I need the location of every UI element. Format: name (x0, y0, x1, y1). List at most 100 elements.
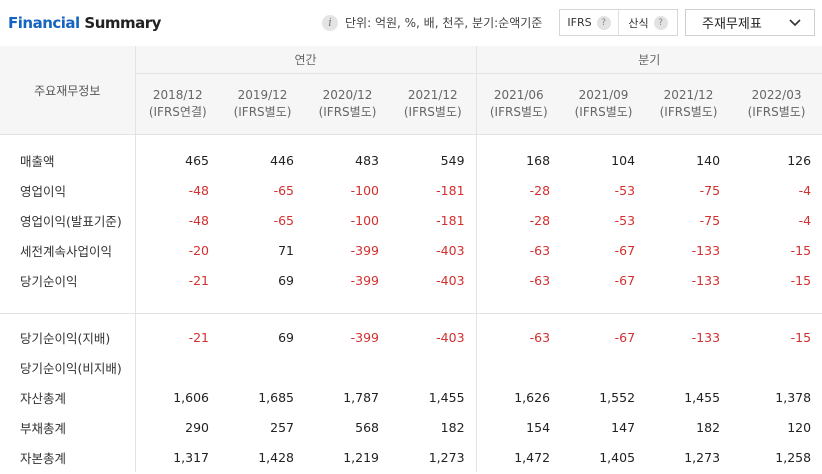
table-row: 부채총계 290 257 568 182 154 147 182 120 (0, 412, 822, 442)
table-cell: -15 (790, 242, 812, 258)
period-header: 2021/12 (IFRS별도) (646, 73, 732, 135)
table-cell (135, 352, 220, 382)
table-cell: -4 (798, 182, 812, 198)
info-icon[interactable]: i (322, 14, 338, 31)
row-header-label: 주요재무정보 (0, 46, 136, 135)
table-cell: 126 (787, 152, 812, 168)
row-label: 자산총계 (0, 382, 136, 412)
period-header: 2021/12 (IFRS별도) (390, 73, 477, 135)
table-cell: -15 (790, 329, 812, 345)
row-label: 영업이익(발표기준) (0, 205, 136, 235)
row-label: 세전계속사업이익 (0, 235, 136, 265)
period-basis: (IFRS별도) (489, 105, 548, 119)
table-cell: 1,606 (173, 389, 209, 405)
table-row: 영업이익 -48 -65 -100 -181 -28 -53 -75 -4 (0, 175, 822, 205)
table-cell (646, 352, 731, 382)
table-cell: 1,455 (684, 389, 721, 405)
table-cell: 257 (270, 419, 294, 435)
financial-summary-table: 주요재무정보 연간 분기 2018/12 (IFRS연결) 2019/12 (IFRS… (0, 46, 822, 472)
period-header: 2020/12 (IFRS별도) (305, 73, 390, 135)
table-cell: 1,472 (514, 449, 551, 465)
unit-note: i 단위: 억원, %, 배, 천주, 분기:순액기준 (322, 14, 542, 31)
help-icon[interactable]: ? (653, 15, 668, 30)
table-cell: -63 (529, 329, 551, 345)
table-cell: 1,626 (514, 389, 551, 405)
table-cell: -63 (529, 272, 551, 288)
period-date: 2020/12 (322, 88, 373, 102)
table-cell: 483 (355, 152, 379, 168)
table-cell: -133 (691, 242, 721, 258)
period-header: 2018/12 (IFRS연결) (135, 73, 220, 135)
period-basis: (IFRS별도) (403, 105, 462, 119)
table-cell: -67 (614, 242, 636, 258)
table-cell: -48 (188, 212, 209, 228)
table-cell: 182 (390, 412, 477, 442)
table-cell: 1,428 (258, 449, 294, 465)
table-row: 자산총계 1,606 1,685 1,787 1,455 1,626 1,552 1,455 1… (0, 382, 822, 412)
statement-type-select[interactable]: 주재무제표 (685, 9, 815, 36)
table-cell: 147 (611, 419, 636, 435)
table-cell: -100 (350, 212, 379, 228)
row-label: 영업이익 (0, 175, 136, 205)
table-cell: 71 (278, 242, 294, 258)
table-cell: 1,219 (343, 449, 379, 465)
section-title: Financial Summary (8, 14, 161, 32)
quarter-band: 분기 (476, 46, 822, 74)
table-cell: -133 (691, 272, 721, 288)
table-row: 자본총계 1,317 1,428 1,219 1,273 1,472 1,405 1,273 1… (0, 442, 822, 472)
period-basis: (IFRS별도) (659, 105, 718, 119)
table-cell: -75 (699, 182, 721, 198)
table-cell (731, 352, 822, 382)
statement-type-value: 주재무제표 (702, 17, 762, 32)
table-cell (390, 352, 477, 382)
period-basis: (IFRS별도) (318, 105, 377, 119)
table-cell: 140 (696, 152, 721, 168)
ifrs-label: IFRS (567, 16, 592, 29)
table-cell: -53 (614, 182, 636, 198)
help-icon[interactable]: ? (596, 15, 611, 30)
table-cell (476, 352, 561, 382)
table-cell: 1,455 (390, 382, 477, 412)
table-cell: -181 (390, 175, 477, 205)
table-cell: -399 (350, 329, 379, 345)
table-cell: 465 (185, 152, 209, 168)
table-row: 세전계속사업이익 -20 71 -399 -403 -63 -67 -133 -15 (0, 235, 822, 265)
ifrs-toggle[interactable]: IFRS ? (560, 10, 618, 35)
table-cell: 290 (185, 419, 209, 435)
period-date: 2022/03 (751, 88, 802, 102)
row-label: 부채총계 (0, 412, 136, 442)
formula-label: 산식 (628, 16, 649, 30)
table-cell: 168 (526, 152, 551, 168)
table-cell: 1,552 (599, 389, 636, 405)
group-divider (0, 295, 822, 314)
unit-text: 단위: 억원, %, 배, 천주, 분기:순액기준 (345, 16, 543, 30)
table-row: 당기순이익(지배) -21 69 -399 -403 -63 -67 -133 -15 (0, 313, 822, 352)
row-label: 매출액 (0, 134, 136, 175)
table-cell: -15 (790, 272, 812, 288)
table-cell: -100 (350, 182, 379, 198)
table-cell: 1,378 (775, 389, 812, 405)
table-cell: -53 (614, 212, 636, 228)
table-cell: 69 (278, 329, 294, 345)
row-label: 당기순이익 (0, 265, 136, 295)
table-cell: 182 (696, 419, 721, 435)
table-cell: -28 (529, 182, 551, 198)
table-cell: -75 (699, 212, 721, 228)
table-cell: 1,258 (775, 449, 812, 465)
table-cell: -133 (691, 329, 721, 345)
table-cell: -399 (350, 272, 379, 288)
table-cell: 1,317 (173, 449, 209, 465)
section-title-accent: Financial (8, 14, 80, 32)
table-cell: 154 (526, 419, 551, 435)
table-cell: 1,273 (390, 442, 477, 472)
table-cell: 104 (611, 152, 636, 168)
table-cell: -67 (614, 329, 636, 345)
formula-toggle[interactable]: 산식 ? (618, 10, 677, 35)
period-header: 2021/09 (IFRS별도) (561, 73, 647, 135)
table-cell: -21 (188, 329, 209, 345)
table-cell (305, 352, 390, 382)
period-date: 2021/12 (663, 88, 714, 102)
table-cell: 568 (355, 419, 379, 435)
annual-band: 연간 (135, 46, 477, 74)
table-cell: 120 (787, 419, 812, 435)
